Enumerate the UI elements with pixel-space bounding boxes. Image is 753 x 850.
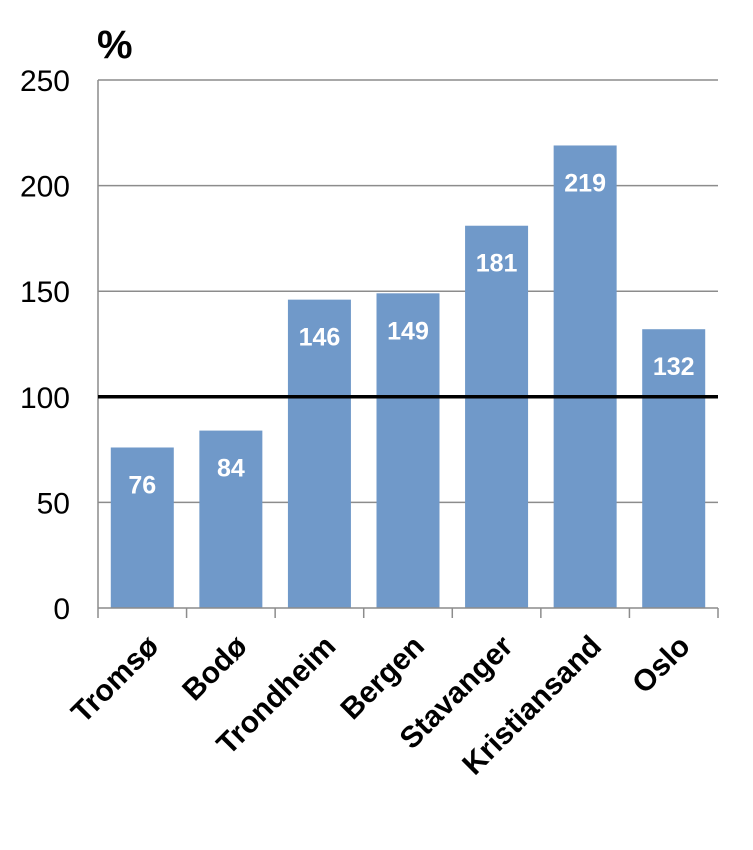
y-tick-label: 200 — [20, 171, 70, 204]
data-label: 76 — [128, 471, 156, 499]
x-category-label: Oslo — [626, 630, 696, 700]
x-category-label: Bodø — [176, 629, 254, 707]
y-axis-unit-label: % — [97, 23, 133, 67]
data-label: 219 — [564, 169, 606, 197]
data-label: 84 — [217, 455, 245, 483]
bar — [287, 299, 351, 608]
y-tick-label: 100 — [20, 382, 70, 415]
bar — [553, 145, 617, 609]
data-labels: 76 84 146 149 181 219 132 — [128, 169, 694, 499]
bar — [465, 225, 529, 608]
x-axis-category-labels: Tromsø BodøTrondheimBergenStavangerKristi… — [65, 629, 696, 781]
data-label: 146 — [299, 324, 341, 352]
data-label: 181 — [476, 250, 518, 278]
y-tick-label: 250 — [20, 65, 70, 98]
bars — [110, 145, 706, 609]
data-label: 132 — [653, 353, 695, 381]
y-tick-label: 50 — [37, 487, 70, 520]
x-axis — [97, 607, 719, 618]
data-label: 149 — [387, 317, 429, 345]
y-axis-tick-labels: 0 50 100 150 200 250 — [20, 65, 70, 626]
bar — [376, 293, 440, 608]
y-tick-label: 150 — [20, 276, 70, 309]
bar — [642, 329, 706, 608]
bar — [110, 447, 174, 608]
x-category-label: Tromsø — [65, 629, 165, 729]
bar — [199, 430, 263, 608]
y-tick-label: 0 — [53, 593, 70, 626]
